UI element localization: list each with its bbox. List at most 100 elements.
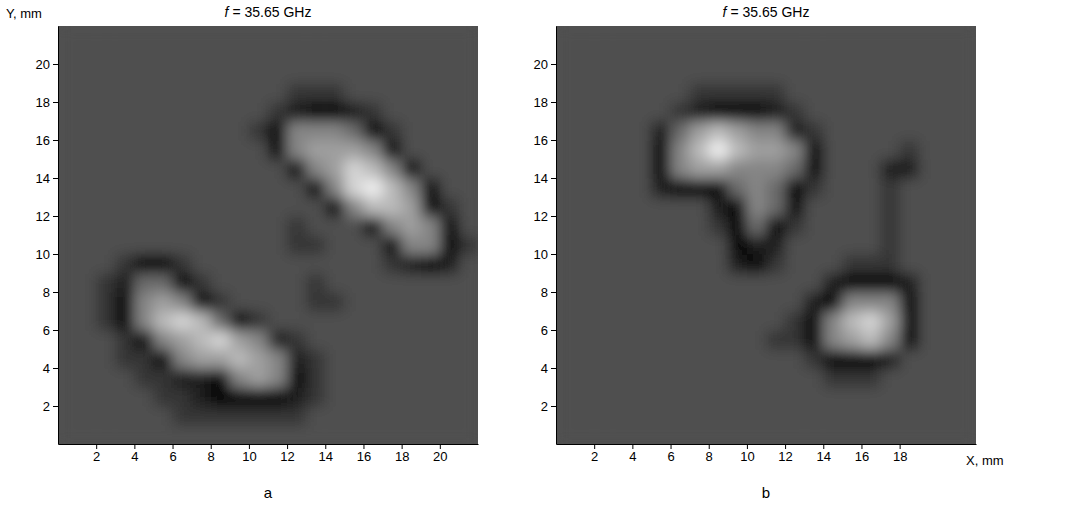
heatmap-cell <box>594 387 614 407</box>
heatmap-cell <box>344 235 364 255</box>
heatmap-cell <box>440 387 460 407</box>
heatmap-cell <box>632 140 652 160</box>
y-tick: 14 <box>534 171 556 186</box>
heatmap-cell <box>556 425 576 444</box>
heatmap-cell <box>268 121 288 141</box>
heatmap-cell <box>671 254 691 274</box>
heatmap-cell <box>957 235 976 255</box>
heatmap-cell <box>459 273 478 293</box>
heatmap-cell <box>363 273 383 293</box>
heatmap-cell <box>842 64 862 84</box>
heatmap-cell <box>861 349 881 369</box>
heatmap-cell <box>58 425 78 444</box>
heatmap-cell <box>766 387 786 407</box>
heatmap-cell <box>230 292 250 312</box>
heatmap-cell <box>671 64 691 84</box>
heatmap-cell <box>651 197 671 217</box>
heatmap-cell <box>383 121 403 141</box>
heatmap-cell <box>211 406 231 426</box>
heatmap-cell <box>785 197 805 217</box>
heatmap-cell <box>900 311 920 331</box>
heatmap-cell <box>613 235 633 255</box>
heatmap-cell <box>671 425 691 444</box>
heatmap-cell <box>77 387 97 407</box>
heatmap-cell <box>823 140 843 160</box>
y-tick-mark <box>551 140 556 141</box>
heatmap-cell <box>287 425 307 444</box>
heatmap-cell <box>842 235 862 255</box>
heatmap-cell <box>421 368 441 388</box>
heatmap-cell <box>861 387 881 407</box>
heatmap-cell <box>900 425 920 444</box>
heatmap-cell <box>230 26 250 46</box>
heatmap-cell <box>823 311 843 331</box>
heatmap-cell <box>402 45 422 65</box>
heatmap-cell <box>173 45 193 65</box>
heatmap-cell <box>823 64 843 84</box>
heatmap-cell <box>230 368 250 388</box>
heatmap-cell <box>115 235 135 255</box>
heatmap-cell <box>938 349 958 369</box>
heatmap-cell <box>613 159 633 179</box>
heatmap-cell <box>575 254 595 274</box>
heatmap-cell <box>230 102 250 122</box>
heatmap-cell <box>402 349 422 369</box>
heatmap-cell <box>938 102 958 122</box>
heatmap-cell <box>804 197 824 217</box>
heatmap-cell <box>938 368 958 388</box>
panel-letter: a <box>264 484 273 501</box>
heatmap-cell <box>651 26 671 46</box>
heatmap-cell <box>671 178 691 198</box>
heatmap-cell <box>249 197 269 217</box>
heatmap-cell <box>153 216 173 236</box>
heatmap-cell <box>115 425 135 444</box>
heatmap-cell <box>306 197 326 217</box>
heatmap-cell <box>402 159 422 179</box>
heatmap-cell <box>115 292 135 312</box>
y-tick-label: 18 <box>534 95 548 110</box>
heatmap-cell <box>421 102 441 122</box>
heatmap-cell <box>804 273 824 293</box>
heatmap-cell <box>383 216 403 236</box>
x-tick-label: 6 <box>667 449 674 464</box>
heatmap-cell <box>58 406 78 426</box>
heatmap-cell <box>58 102 78 122</box>
heatmap-cell <box>153 140 173 160</box>
heatmap-cell <box>230 140 250 160</box>
heatmap-cell <box>402 330 422 350</box>
heatmap-cell <box>594 159 614 179</box>
plot-area <box>58 26 478 444</box>
y-tick: 20 <box>534 57 556 72</box>
heatmap-cell <box>651 235 671 255</box>
heatmap-cell <box>613 83 633 103</box>
heatmap-cell <box>134 102 154 122</box>
x-tick-label: 2 <box>93 449 100 464</box>
heatmap-cell <box>153 235 173 255</box>
heatmap-cell <box>363 197 383 217</box>
heatmap-cell <box>383 235 403 255</box>
heatmap-cell <box>556 64 576 84</box>
heatmap-cell <box>613 197 633 217</box>
heatmap-cell <box>823 235 843 255</box>
heatmap-cell <box>766 349 786 369</box>
x-tick: 4 <box>131 444 138 464</box>
y-tick: 16 <box>36 133 58 148</box>
heatmap-cell <box>957 178 976 198</box>
heatmap-cell <box>671 26 691 46</box>
heatmap-cell <box>709 387 729 407</box>
heatmap-cell <box>556 26 576 46</box>
heatmap-cell <box>211 140 231 160</box>
heatmap-cell <box>632 83 652 103</box>
y-tick-label: 6 <box>43 323 50 338</box>
heatmap-cell <box>77 330 97 350</box>
heatmap-cell <box>861 425 881 444</box>
heatmap-cell <box>823 387 843 407</box>
y-tick-label: 4 <box>43 361 50 376</box>
heatmap-cell <box>287 311 307 331</box>
heatmap-cell <box>211 311 231 331</box>
heatmap-cell <box>556 159 576 179</box>
heatmap-cell <box>613 216 633 236</box>
heatmap-cell <box>861 102 881 122</box>
heatmap-cell <box>306 83 326 103</box>
heatmap-cell <box>785 425 805 444</box>
